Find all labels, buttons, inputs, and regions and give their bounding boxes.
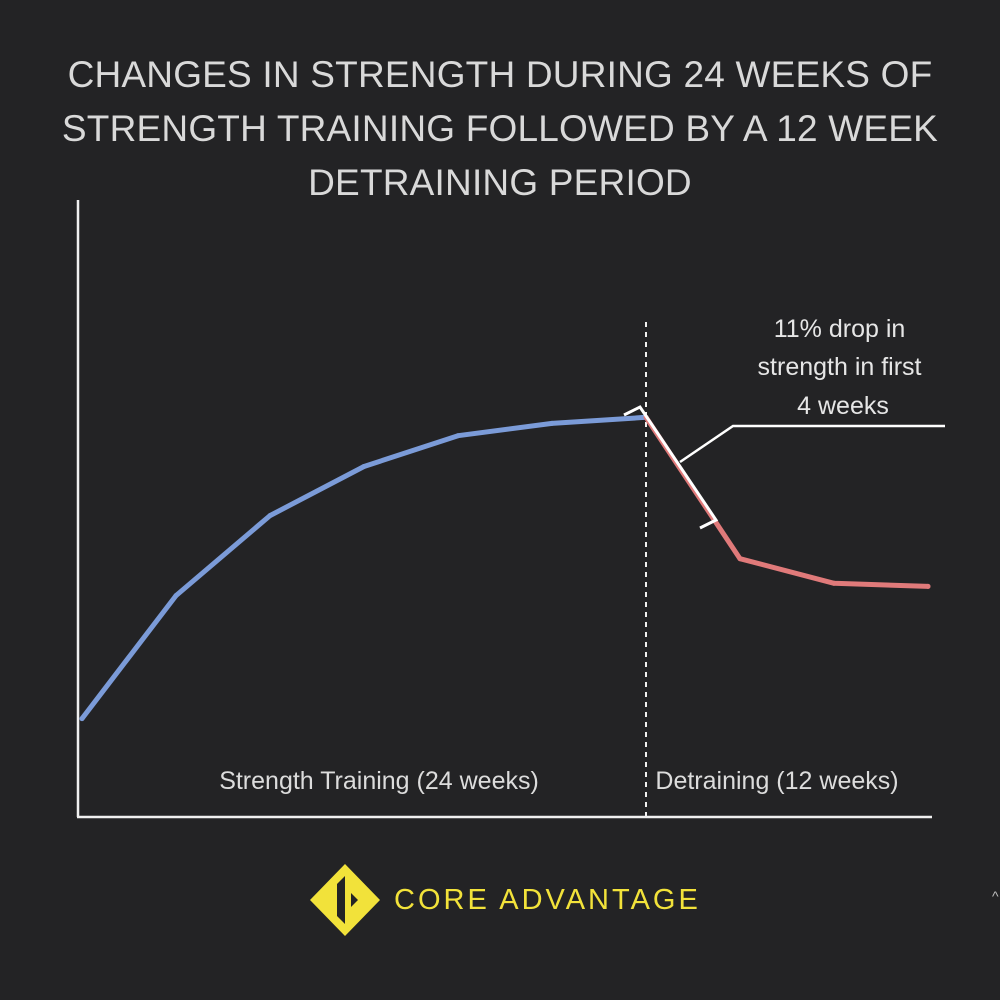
data-point	[267, 513, 273, 519]
annotation-bracket	[623, 405, 719, 530]
chart-title: CHANGES IN STRENGTH DURING 24 WEEKS OF S…	[0, 48, 1000, 210]
title-line-1: CHANGES IN STRENGTH DURING 24 WEEKS OF	[67, 54, 933, 95]
data-point	[173, 593, 179, 599]
phase-label-training: Strength Training (24 weeks)	[219, 767, 539, 795]
data-point	[455, 433, 461, 439]
data-point	[79, 716, 85, 722]
title-line-2: STRENGTH TRAINING FOLLOWED BY A 12 WEEK	[61, 108, 939, 149]
series-line-detraining	[643, 414, 931, 589]
brand-lockup: CORE ADVANTAGE	[308, 862, 701, 938]
annotation-leader-line	[679, 424, 945, 464]
data-point	[925, 583, 931, 589]
annotation-line-3: 4 weeks	[797, 392, 889, 420]
brand-name: CORE ADVANTAGE	[394, 883, 701, 916]
title-line-3: DETRAINING PERIOD	[308, 162, 692, 203]
diamond-arrow-logo-icon	[310, 864, 380, 936]
data-point	[549, 420, 555, 426]
phase-label-detraining: Detraining (12 weeks)	[655, 767, 898, 795]
data-point	[831, 580, 837, 586]
annotation-text: 11% drop in strength in first 4 weeks	[758, 315, 929, 420]
annotation-line-1: 11% drop in	[774, 315, 906, 343]
series-line-training	[79, 414, 649, 722]
data-point	[361, 463, 367, 469]
corner-mark: ^	[992, 888, 999, 904]
annotation-line-2: strength in first	[758, 353, 922, 381]
data-point	[737, 556, 743, 562]
